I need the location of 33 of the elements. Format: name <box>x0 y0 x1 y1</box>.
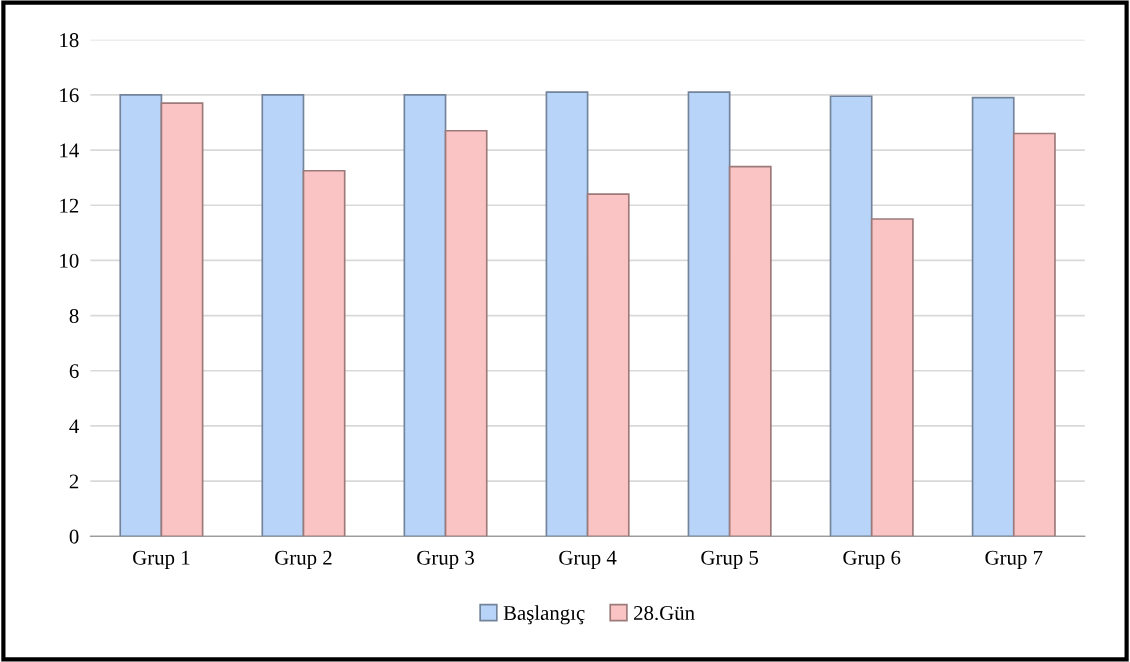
x-tick-label: Grup 1 <box>133 550 190 569</box>
x-tick-label: Grup 4 <box>559 550 617 569</box>
bar <box>971 96 1015 537</box>
y-tick-label: 18 <box>60 33 79 48</box>
bar <box>119 94 163 537</box>
bar <box>687 91 731 537</box>
bar <box>870 218 914 537</box>
y-tick-label: 0 <box>69 529 79 544</box>
y-tick-label: 16 <box>60 88 79 103</box>
y-tick-label: 6 <box>69 364 79 379</box>
y-tick-label: 10 <box>60 253 79 268</box>
x-tick-label: Grup 3 <box>417 550 474 569</box>
x-tick-label: Grup 6 <box>843 550 901 569</box>
bar <box>545 91 589 537</box>
legend-label: Başlangıç <box>503 605 585 625</box>
bar <box>1012 132 1056 537</box>
y-tick-label: 12 <box>60 198 79 213</box>
bar <box>829 95 873 537</box>
x-tick-label: Grup 7 <box>985 550 1043 569</box>
y-tick-label: 14 <box>60 143 79 158</box>
bar <box>586 193 630 537</box>
bar <box>261 94 305 537</box>
bar <box>160 102 204 537</box>
x-tick-label: Grup 5 <box>701 550 759 569</box>
bar <box>302 169 346 537</box>
y-tick-label: 2 <box>69 474 79 489</box>
y-tick-label: 4 <box>69 419 79 434</box>
bar <box>403 94 447 537</box>
legend-label: 28.Gün <box>634 605 695 621</box>
bar <box>728 165 772 537</box>
y-tick-label: 8 <box>69 308 79 323</box>
bar <box>444 129 488 537</box>
x-tick-label: Grup 2 <box>275 550 332 569</box>
